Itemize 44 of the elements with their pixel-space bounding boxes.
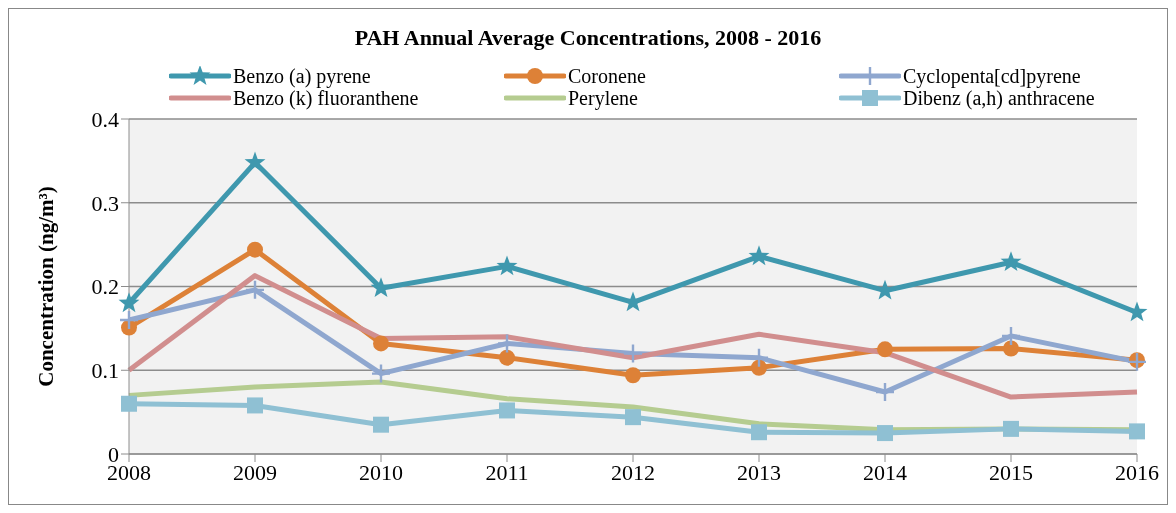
point xyxy=(370,277,392,298)
y-tick-label: 0.2 xyxy=(91,274,119,300)
point xyxy=(1003,420,1019,437)
y-axis-title: Concentration (ng/m³) xyxy=(34,186,59,387)
legend-label: Dibenz (a,h) anthracene xyxy=(903,87,1095,109)
y-tick-label: 0.1 xyxy=(91,358,119,384)
point xyxy=(372,364,390,383)
point xyxy=(1129,423,1145,440)
point xyxy=(625,409,641,426)
point xyxy=(247,241,263,258)
point xyxy=(499,349,515,366)
y-tick-label: 0.4 xyxy=(91,106,119,132)
point xyxy=(373,416,389,433)
x-tick-label: 2012 xyxy=(611,459,655,485)
legend-label: Coronene xyxy=(568,65,646,87)
legend-label: Cyclopenta[cd]pyrene xyxy=(903,65,1081,87)
x-tick-label: 2015 xyxy=(989,459,1033,485)
point xyxy=(1000,251,1022,272)
x-tick-label: 2010 xyxy=(359,459,403,485)
legend-label: Perylene xyxy=(568,87,638,109)
point xyxy=(247,397,263,414)
x-tick-label: 2016 xyxy=(1115,459,1159,485)
point xyxy=(748,245,770,266)
x-tick-label: 2009 xyxy=(233,459,277,485)
point xyxy=(624,344,642,363)
point xyxy=(373,335,389,352)
point xyxy=(877,341,893,358)
point xyxy=(625,367,641,384)
x-tick-label: 2014 xyxy=(863,459,907,485)
x-tick-label: 2011 xyxy=(485,459,529,485)
legend-label: Benzo (a) pyrene xyxy=(233,65,371,87)
point xyxy=(877,425,893,442)
legend-label: Benzo (k) fluoranthene xyxy=(233,87,419,109)
point xyxy=(121,395,137,412)
point xyxy=(496,255,518,276)
chart-title: PAH Annual Average Concentrations, 2008 - 2016 xyxy=(353,25,823,51)
point xyxy=(1003,340,1019,357)
y-tick-label: 0.3 xyxy=(91,190,119,216)
point xyxy=(499,402,515,419)
point xyxy=(751,424,767,441)
x-tick-label: 2013 xyxy=(737,459,781,485)
point xyxy=(751,359,767,376)
point xyxy=(118,292,140,313)
point xyxy=(244,151,266,172)
